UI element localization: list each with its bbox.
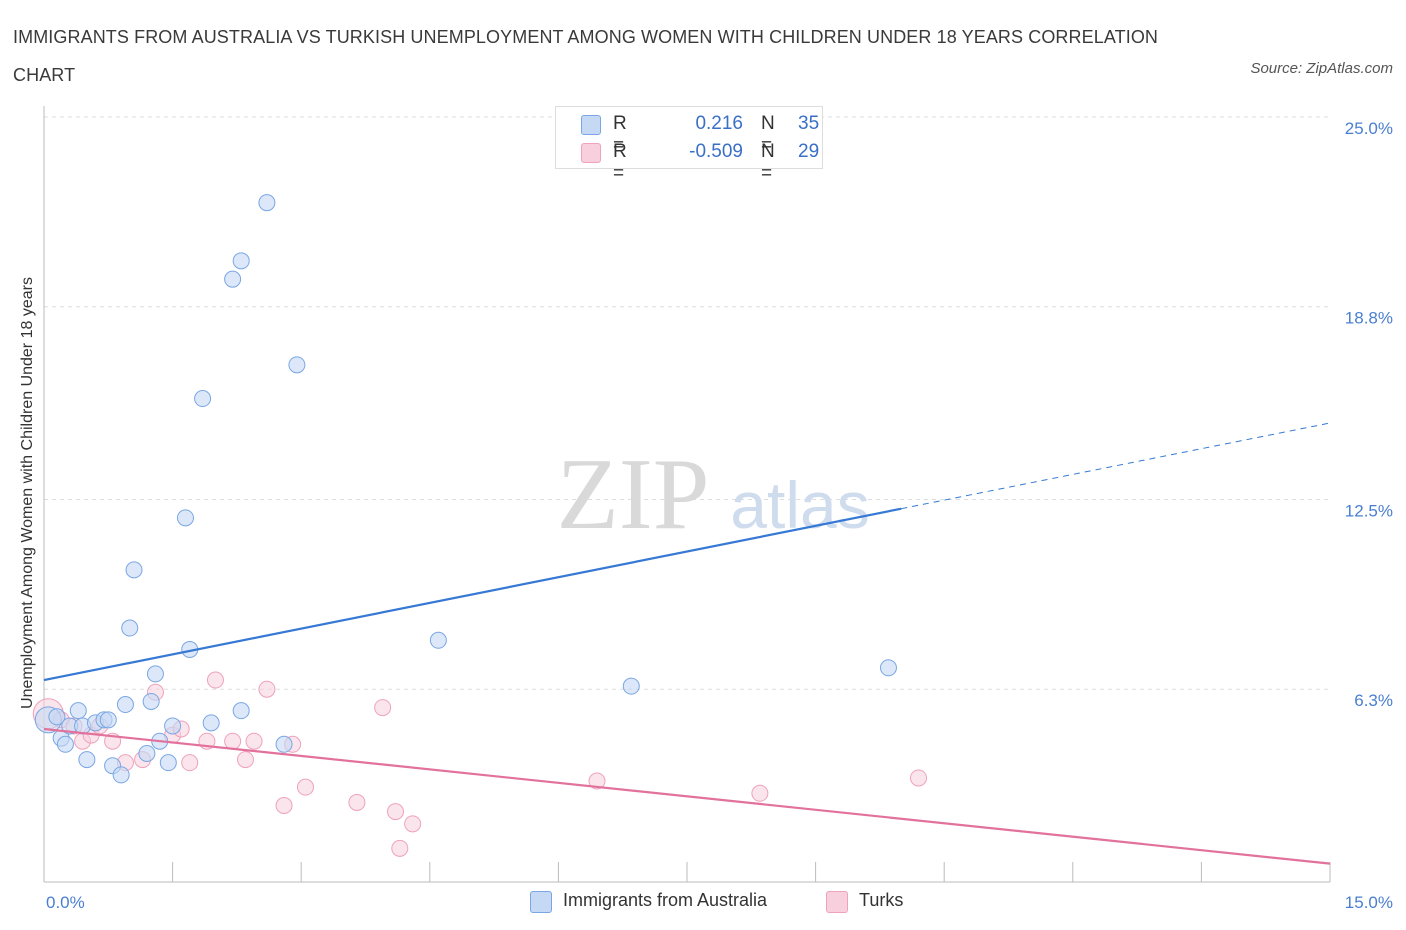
trend-line-australia — [43, 507, 902, 682]
data-point-australia — [176, 509, 194, 527]
legend-r-value: 0.216 — [695, 113, 743, 134]
grid-lines — [44, 116, 1330, 690]
legend-n-value: 29 — [798, 141, 820, 162]
data-point-australia — [69, 702, 87, 720]
trend-lines — [43, 422, 1331, 865]
data-point-turks — [909, 769, 927, 787]
data-point-turks — [206, 671, 224, 689]
bottom-legend-label: Turks — [859, 890, 904, 910]
data-point-turks — [258, 680, 276, 698]
tick-labels: 6.3% 12.5% 18.8% 25.0% 0.0% 15.0% — [46, 119, 1393, 912]
data-point-australia — [258, 194, 276, 212]
watermark-zip: ZIP — [557, 438, 710, 551]
data-point-australia — [232, 702, 250, 720]
data-point-turks — [404, 815, 422, 833]
chart-title: IMMIGRANTS FROM AUSTRALIA VS TURKISH UNE… — [13, 27, 1159, 85]
data-point-australia — [138, 744, 156, 762]
y-tick-label: 25.0% — [1345, 119, 1393, 138]
data-point-turks — [348, 793, 366, 811]
x-tick-label: 15.0% — [1345, 893, 1393, 912]
data-point-turks — [181, 754, 199, 772]
watermark: ZIP atlas — [557, 438, 870, 551]
trend-line-turks — [43, 727, 1331, 865]
y-tick-label: 6.3% — [1354, 691, 1393, 710]
legend-n-label: N = — [761, 113, 775, 156]
x-tick-label: 0.0% — [46, 893, 85, 912]
data-point-australia — [288, 356, 306, 374]
legend-r-label: R = — [613, 113, 627, 156]
data-point-australia — [142, 692, 160, 710]
data-point-turks — [588, 772, 606, 790]
trend-line-australia-extension — [901, 422, 1331, 510]
data-point-australia — [48, 708, 66, 726]
data-point-australia — [146, 665, 164, 683]
data-point-australia — [56, 735, 74, 753]
data-point-turks — [387, 803, 405, 821]
legend-n-value: 35 — [798, 113, 820, 134]
data-point-turks — [391, 839, 409, 857]
data-point-australia — [622, 677, 640, 695]
legend-r-value: -0.509 — [689, 141, 743, 162]
data-point-australia — [224, 270, 242, 288]
data-point-turks — [245, 732, 263, 750]
stats-legend: R = 0.216 N = 35 R = -0.509 N = 29 — [555, 106, 823, 184]
data-point-turks — [374, 699, 392, 717]
data-point-turks — [751, 784, 769, 802]
data-point-australia — [879, 659, 897, 677]
data-point-australia — [125, 561, 143, 579]
legend-swatch-blue — [581, 115, 601, 135]
bottom-legend-label: Immigrants from Australia — [563, 890, 768, 910]
data-point-australia — [112, 766, 130, 784]
data-point-australia — [116, 696, 134, 714]
data-point-turks — [296, 778, 314, 796]
data-point-australia — [99, 711, 117, 729]
data-point-australia — [232, 252, 250, 270]
legend-r-label: R = — [613, 141, 627, 184]
data-point-turks — [236, 751, 254, 769]
data-point-australia — [194, 390, 212, 408]
bottom-swatch-blue — [530, 891, 552, 913]
data-point-australia — [78, 751, 96, 769]
series-australia-points — [34, 194, 897, 784]
data-point-australia — [121, 619, 139, 637]
data-point-australia — [429, 631, 447, 649]
source-credit: Source: ZipAtlas.com — [1250, 60, 1393, 77]
data-point-australia — [275, 735, 293, 753]
data-point-australia — [159, 754, 177, 772]
data-point-turks — [224, 732, 242, 750]
data-point-australia — [202, 714, 220, 732]
y-tick-label: 18.8% — [1345, 309, 1393, 328]
watermark-atlas: atlas — [730, 468, 869, 542]
y-tick-label: 12.5% — [1345, 502, 1393, 521]
axes — [43, 106, 1331, 883]
data-point-turks — [275, 797, 293, 814]
bottom-swatch-pink — [826, 891, 848, 913]
legend-n-label: N = — [761, 141, 775, 184]
legend-swatch-pink — [581, 143, 601, 163]
data-point-australia — [164, 717, 182, 735]
